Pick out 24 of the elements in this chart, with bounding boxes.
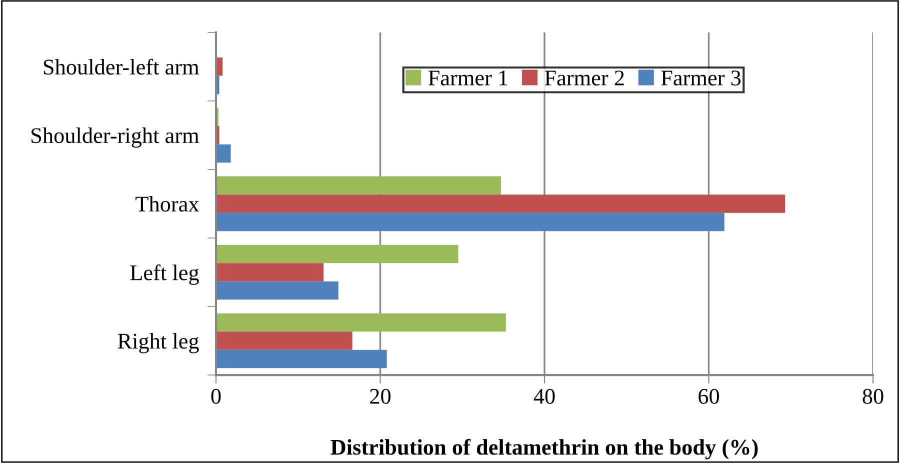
y-tick-label: Thorax [136,196,200,212]
bar [216,263,324,282]
bar [216,281,338,300]
bar [216,313,506,332]
bar [216,332,352,350]
x-tick-label: 60 [698,388,720,404]
y-tick-label: Shoulder-left arm [44,58,199,75]
x-tick-label: 40 [534,388,555,404]
bar [216,350,387,368]
x-axis-title: Distribution of deltamethrin on the body (%) [330,438,758,460]
bar [216,244,458,264]
bar [216,212,724,232]
bar [216,144,231,163]
bar [216,194,786,213]
x-tick-label: 80 [862,388,884,404]
legend-label: Farmer 1 [428,70,508,86]
legend-label: Farmer 3 [661,70,741,86]
x-tick-label: 0 [211,388,221,404]
legend-label: Farmer 2 [544,70,624,86]
y-tick-label: Left leg [130,264,199,285]
y-tick-label: Right leg [118,333,199,354]
bar [216,176,501,195]
y-tick-label: Shoulder-right arm [32,127,199,148]
x-tick-label: 20 [370,388,391,404]
